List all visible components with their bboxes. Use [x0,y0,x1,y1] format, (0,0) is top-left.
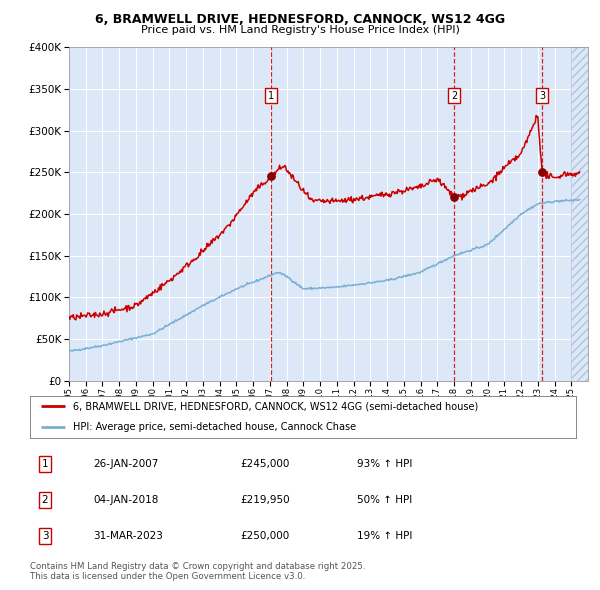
Text: 50% ↑ HPI: 50% ↑ HPI [357,495,412,505]
Text: 3: 3 [41,531,49,541]
Text: This data is licensed under the Open Government Licence v3.0.: This data is licensed under the Open Gov… [30,572,305,581]
Text: Price paid vs. HM Land Registry's House Price Index (HPI): Price paid vs. HM Land Registry's House … [140,25,460,35]
Text: 93% ↑ HPI: 93% ↑ HPI [357,459,412,469]
Text: 6, BRAMWELL DRIVE, HEDNESFORD, CANNOCK, WS12 4GG: 6, BRAMWELL DRIVE, HEDNESFORD, CANNOCK, … [95,13,505,26]
Text: 04-JAN-2018: 04-JAN-2018 [93,495,158,505]
Text: £245,000: £245,000 [240,459,289,469]
Point [266,172,276,181]
Point [449,192,459,202]
Text: 31-MAR-2023: 31-MAR-2023 [93,531,163,541]
Text: 3: 3 [539,90,545,100]
Text: Contains HM Land Registry data © Crown copyright and database right 2025.: Contains HM Land Registry data © Crown c… [30,562,365,571]
Text: 2: 2 [451,90,457,100]
Text: £250,000: £250,000 [240,531,289,541]
Text: 19% ↑ HPI: 19% ↑ HPI [357,531,412,541]
Point [537,168,547,177]
Bar [571,47,588,381]
Text: 2: 2 [41,495,49,505]
Text: £219,950: £219,950 [240,495,290,505]
Text: 6, BRAMWELL DRIVE, HEDNESFORD, CANNOCK, WS12 4GG (semi-detached house): 6, BRAMWELL DRIVE, HEDNESFORD, CANNOCK, … [73,401,478,411]
Text: 1: 1 [268,90,274,100]
Text: HPI: Average price, semi-detached house, Cannock Chase: HPI: Average price, semi-detached house,… [73,422,356,432]
Text: 26-JAN-2007: 26-JAN-2007 [93,459,158,469]
Text: 1: 1 [41,459,49,469]
